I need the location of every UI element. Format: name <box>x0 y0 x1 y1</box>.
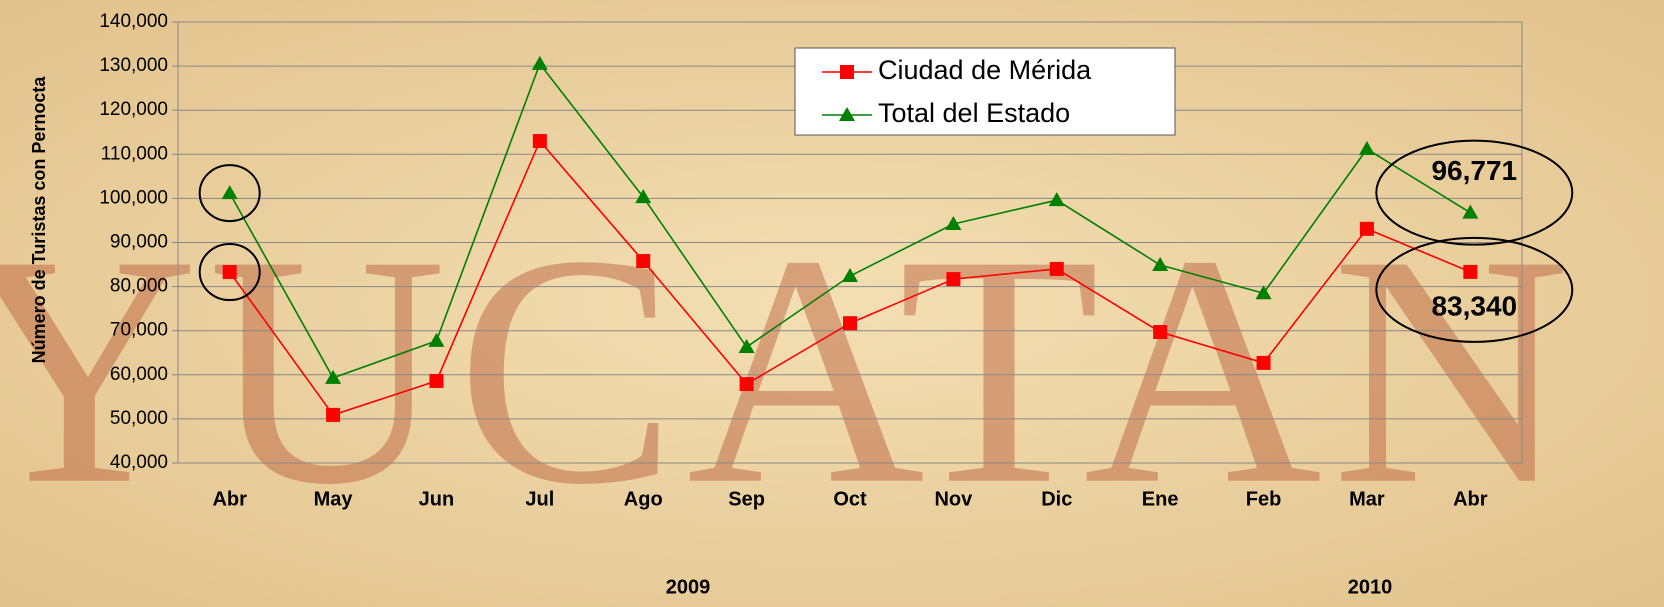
x-tick-label: Dic <box>1041 488 1072 510</box>
point <box>1463 264 1478 279</box>
point <box>325 369 342 384</box>
point <box>222 265 237 280</box>
point <box>428 332 445 347</box>
y-tick-label: 100,000 <box>99 187 168 208</box>
point <box>1049 261 1064 276</box>
point <box>1358 141 1375 156</box>
point <box>532 134 547 149</box>
point <box>839 107 855 121</box>
year-label: 2010 <box>1348 576 1393 598</box>
point <box>1255 285 1272 300</box>
point <box>739 377 754 392</box>
highlight-circle <box>198 243 261 302</box>
value-label: 96,771 <box>1431 155 1517 186</box>
y-tick-label: 70,000 <box>110 320 168 341</box>
point <box>1256 355 1271 370</box>
point <box>531 55 548 70</box>
legend-label: Ciudad de Mérida <box>878 55 1092 85</box>
point <box>326 407 341 422</box>
highlight-circle <box>198 164 261 223</box>
value-label: 83,340 <box>1431 290 1517 321</box>
legend-box <box>794 47 1176 136</box>
x-tick-label: Sep <box>728 488 765 510</box>
point <box>840 65 854 79</box>
point <box>636 254 651 269</box>
x-tick-label: Jun <box>419 488 455 510</box>
point <box>1048 192 1065 207</box>
point <box>842 268 858 283</box>
x-tick-label: Abr <box>212 488 247 510</box>
x-tick-label: Nov <box>934 488 973 510</box>
y-tick-label: 50,000 <box>110 408 168 429</box>
x-tick-label: Jul <box>525 488 554 510</box>
point <box>945 215 962 230</box>
x-tick-label: Feb <box>1246 488 1282 510</box>
y-tick-label: 40,000 <box>110 452 168 473</box>
legend-label: Total del Estado <box>878 98 1070 128</box>
y-tick-label: 130,000 <box>99 55 168 76</box>
y-tick-label: 120,000 <box>99 99 168 120</box>
x-tick-label: Oct <box>833 488 867 510</box>
x-tick-label: Ago <box>624 488 663 510</box>
year-label: 2009 <box>666 576 711 598</box>
y-tick-label: 140,000 <box>99 11 168 32</box>
point <box>843 316 857 331</box>
y-tick-label: 110,000 <box>101 143 168 164</box>
x-tick-label: May <box>314 488 354 510</box>
point <box>635 189 652 204</box>
point <box>738 339 755 354</box>
point <box>1462 204 1479 219</box>
highlight-circle <box>1375 236 1574 343</box>
y-tick-label: 60,000 <box>110 364 168 385</box>
watermark: YUCATAN <box>0 188 1580 553</box>
y-axis-label: Número de Turistas con Pernocta <box>29 76 49 364</box>
y-tick-label: 80,000 <box>110 276 168 297</box>
point <box>1359 221 1374 236</box>
x-tick-label: Mar <box>1349 488 1385 510</box>
point <box>946 272 961 287</box>
point <box>429 373 444 388</box>
x-tick-label: Abr <box>1453 488 1488 510</box>
highlight-circle <box>1375 139 1574 246</box>
point <box>221 185 238 200</box>
point <box>1152 256 1169 271</box>
point <box>1153 325 1168 340</box>
y-tick-label: 90,000 <box>110 232 168 253</box>
x-tick-label: Ene <box>1142 488 1179 510</box>
